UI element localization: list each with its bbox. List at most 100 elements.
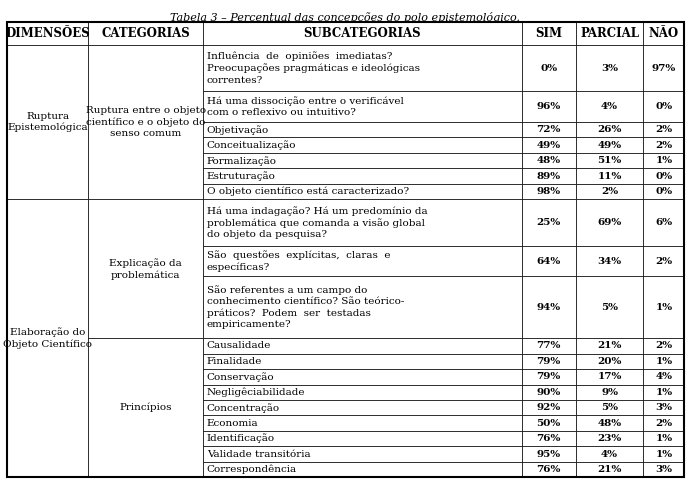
Text: 3%: 3% — [601, 64, 618, 72]
Bar — [203, 369, 522, 385]
Text: O objeto científico está caracterizado?: O objeto científico está caracterizado? — [207, 187, 409, 196]
Bar — [203, 199, 522, 245]
Text: NÃO: NÃO — [649, 27, 679, 40]
Text: 21%: 21% — [598, 465, 622, 474]
Text: 95%: 95% — [537, 450, 560, 458]
Bar — [203, 277, 522, 338]
Bar — [88, 338, 203, 477]
Bar — [203, 338, 522, 354]
Bar — [643, 415, 684, 431]
Text: São referentes a um campo do
conhecimento científico? São teórico-
práticos?  Po: São referentes a um campo do conheciment… — [207, 285, 404, 329]
Bar — [576, 122, 643, 137]
Text: 6%: 6% — [655, 218, 672, 227]
Bar — [522, 415, 576, 431]
Bar — [203, 45, 522, 91]
Bar — [643, 184, 684, 199]
Bar — [576, 153, 643, 168]
Text: 1%: 1% — [655, 357, 672, 366]
Bar — [643, 153, 684, 168]
Bar — [522, 400, 576, 415]
Bar — [643, 122, 684, 137]
Text: 89%: 89% — [537, 172, 560, 181]
Text: 23%: 23% — [598, 434, 622, 443]
Bar — [7, 22, 88, 45]
Text: Correspondência: Correspondência — [207, 465, 297, 474]
Text: 0%: 0% — [655, 187, 672, 196]
Bar — [643, 338, 684, 354]
Text: 96%: 96% — [536, 102, 561, 111]
Bar — [576, 22, 643, 45]
Text: PARCIAL: PARCIAL — [580, 27, 639, 40]
Text: 20%: 20% — [598, 357, 622, 366]
Text: 48%: 48% — [598, 419, 622, 428]
Bar — [576, 199, 643, 245]
Text: 94%: 94% — [537, 303, 560, 312]
Bar — [643, 354, 684, 369]
Text: 64%: 64% — [536, 256, 561, 266]
Text: Ruptura
Epistemológica: Ruptura Epistemológica — [7, 112, 88, 133]
Text: 2%: 2% — [601, 187, 618, 196]
Text: 76%: 76% — [536, 465, 561, 474]
Bar — [576, 245, 643, 277]
Bar — [643, 168, 684, 184]
Bar — [203, 415, 522, 431]
Bar — [522, 338, 576, 354]
Bar — [643, 245, 684, 277]
Text: 2%: 2% — [655, 419, 672, 428]
Bar — [576, 338, 643, 354]
Bar — [203, 354, 522, 369]
Text: 97%: 97% — [652, 64, 676, 72]
Text: 69%: 69% — [598, 218, 622, 227]
Text: Elaboração do
Objeto Científico: Elaboração do Objeto Científico — [3, 327, 92, 349]
Bar — [576, 400, 643, 415]
Bar — [643, 462, 684, 477]
Text: 17%: 17% — [598, 372, 622, 381]
Bar — [522, 122, 576, 137]
Text: 92%: 92% — [536, 403, 561, 412]
Text: 3%: 3% — [655, 465, 672, 474]
Text: Explicação da
problemática: Explicação da problemática — [109, 258, 182, 280]
Text: São  questões  explícitas,  claras  e
específicas?: São questões explícitas, claras e especí… — [207, 250, 390, 272]
Text: 72%: 72% — [536, 125, 561, 134]
Bar — [203, 385, 522, 400]
Bar — [522, 245, 576, 277]
Bar — [643, 137, 684, 153]
Text: 5%: 5% — [601, 403, 618, 412]
Bar — [203, 400, 522, 415]
Text: 49%: 49% — [537, 141, 560, 150]
Bar — [203, 446, 522, 462]
Bar — [203, 431, 522, 446]
Text: 3%: 3% — [655, 403, 672, 412]
Text: 1%: 1% — [655, 450, 672, 458]
Bar — [88, 22, 203, 45]
Bar — [203, 91, 522, 122]
Bar — [522, 153, 576, 168]
Text: Identificação: Identificação — [207, 434, 275, 443]
Text: 51%: 51% — [598, 156, 622, 165]
Text: 25%: 25% — [536, 218, 561, 227]
Bar — [576, 45, 643, 91]
Bar — [576, 415, 643, 431]
Bar — [643, 385, 684, 400]
Bar — [522, 91, 576, 122]
Text: 50%: 50% — [536, 419, 561, 428]
Bar — [203, 137, 522, 153]
Text: Conceitualização: Conceitualização — [207, 140, 296, 150]
Text: 4%: 4% — [601, 450, 618, 458]
Bar — [576, 431, 643, 446]
Bar — [643, 400, 684, 415]
Text: 9%: 9% — [601, 388, 618, 397]
Bar — [522, 354, 576, 369]
Text: 0%: 0% — [540, 64, 557, 72]
Text: 4%: 4% — [655, 372, 672, 381]
Text: 1%: 1% — [655, 156, 672, 165]
Bar — [576, 137, 643, 153]
Bar — [643, 91, 684, 122]
Bar — [522, 199, 576, 245]
Bar — [203, 168, 522, 184]
Bar — [522, 184, 576, 199]
Bar — [576, 385, 643, 400]
Bar — [576, 354, 643, 369]
Bar — [522, 137, 576, 153]
Text: 49%: 49% — [598, 141, 622, 150]
